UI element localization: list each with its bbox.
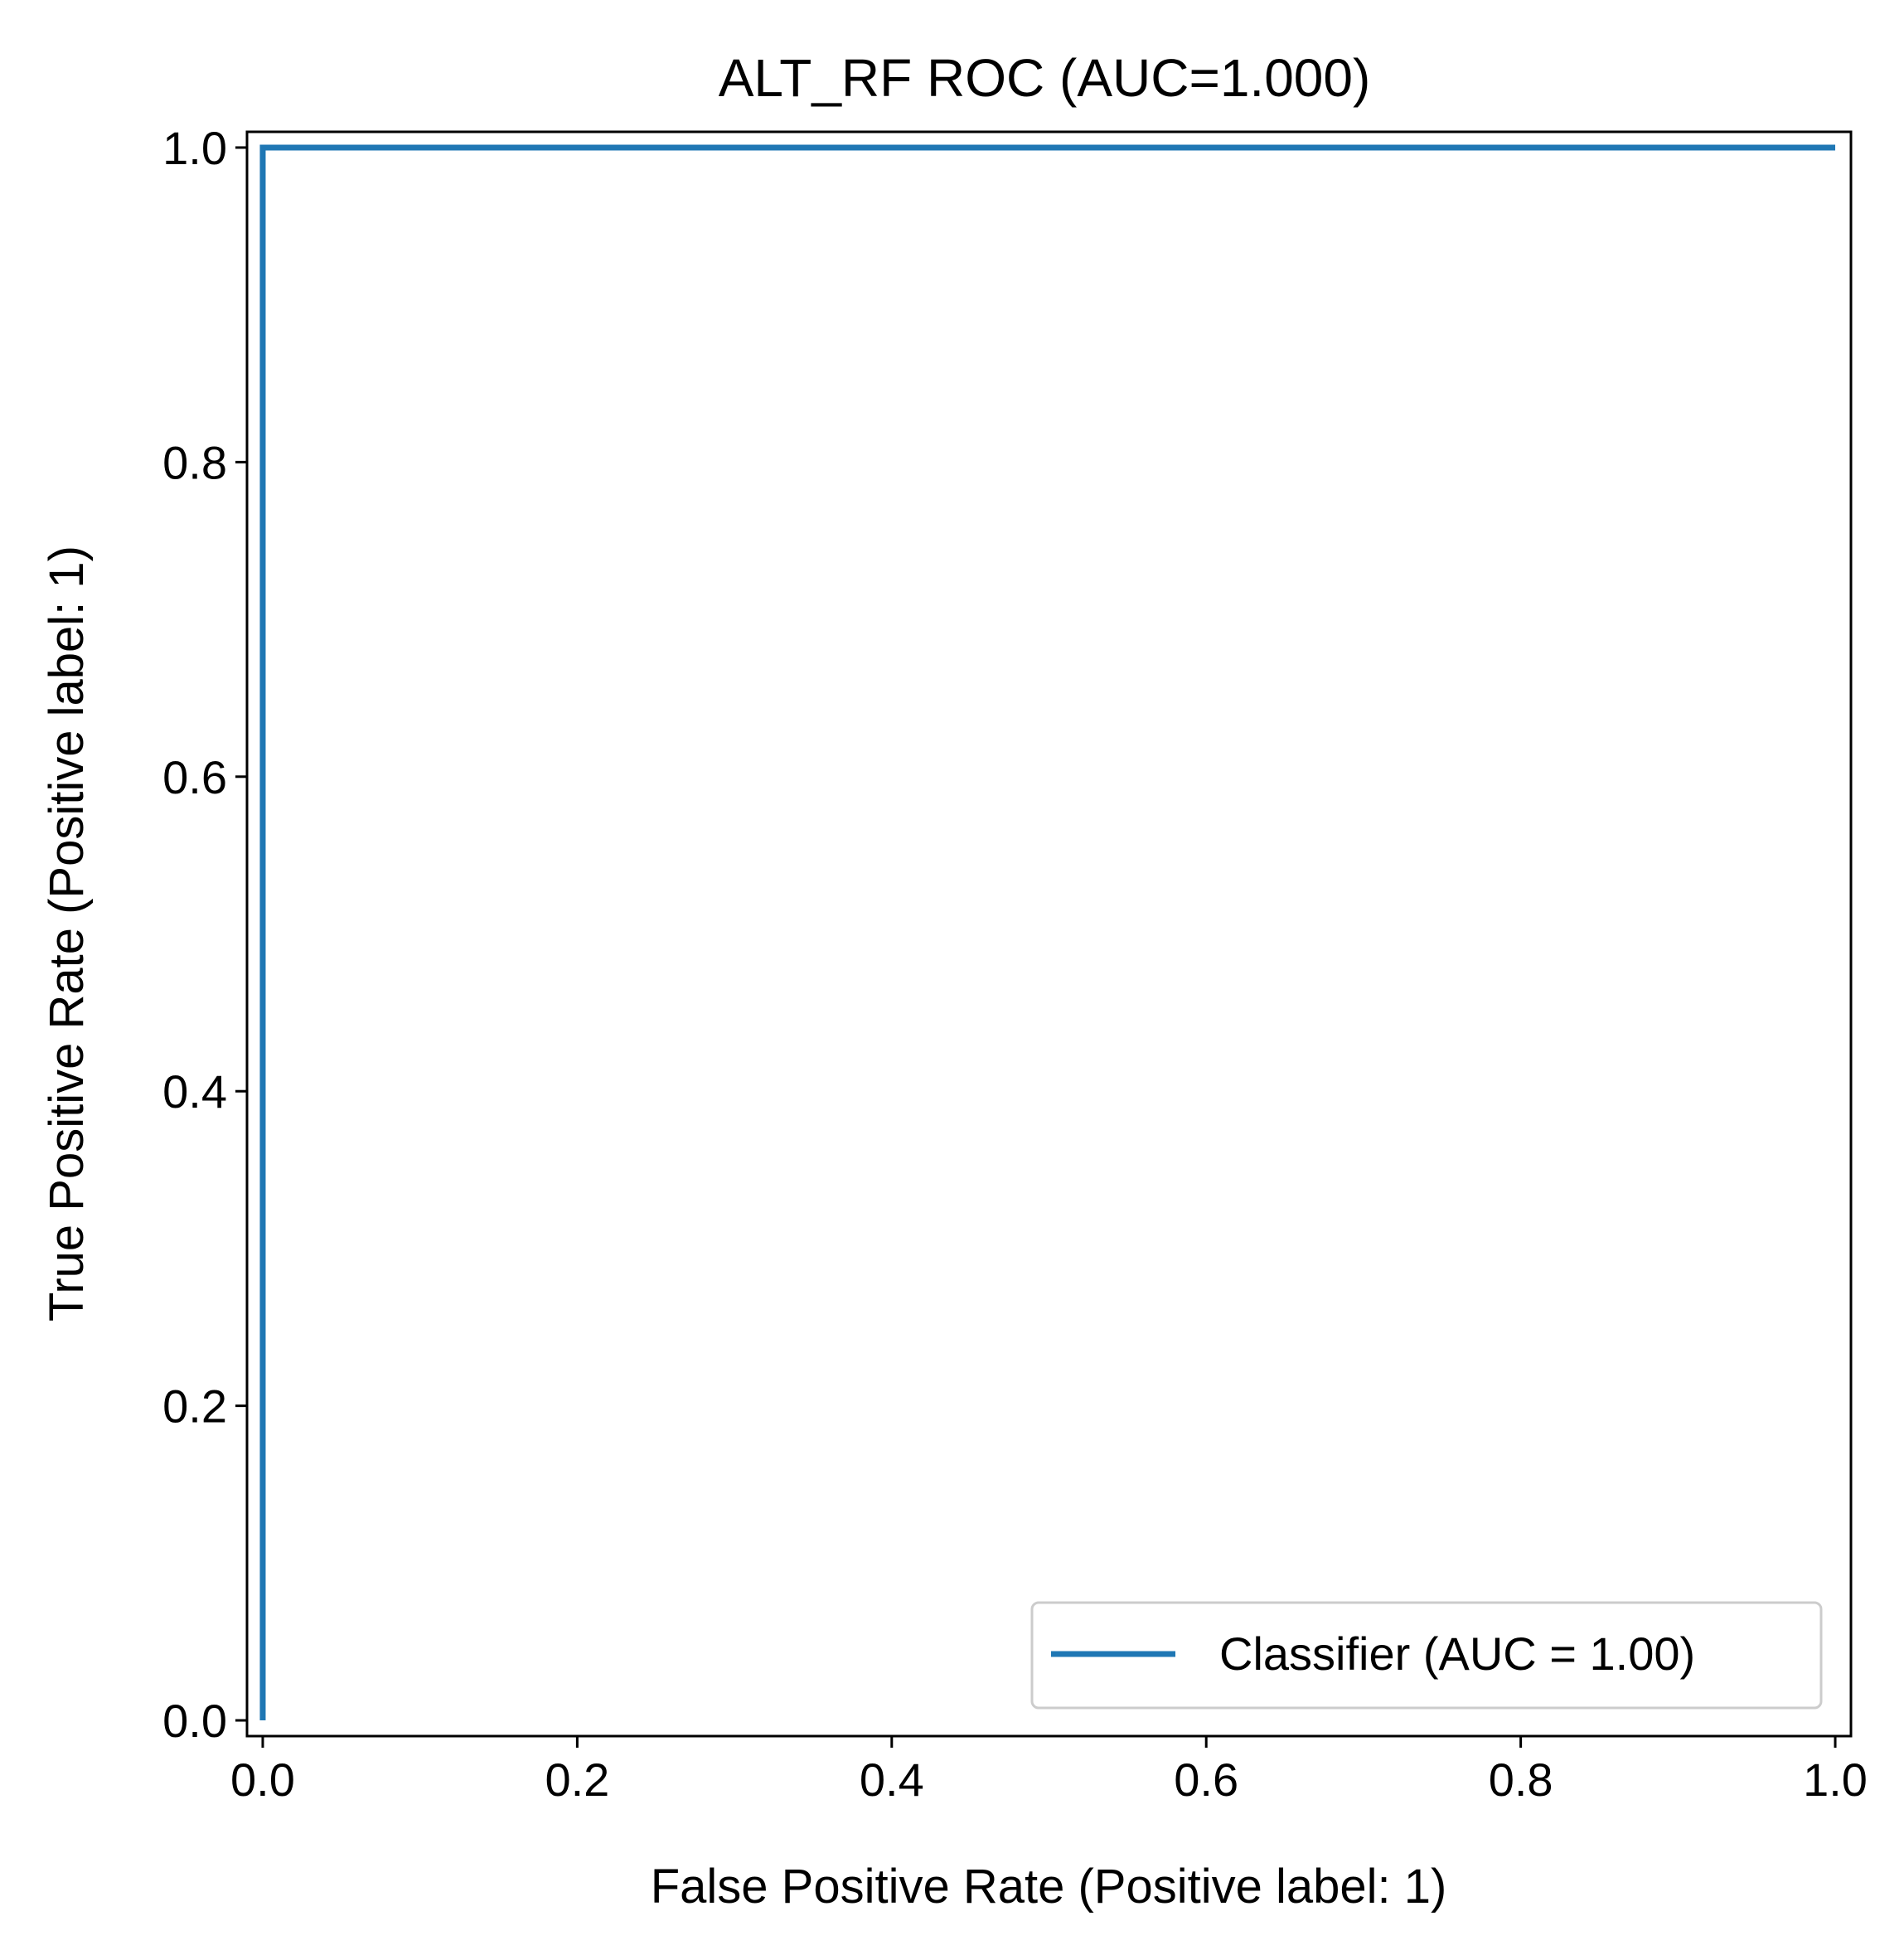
x-tick-label: 0.4 [860,1754,924,1806]
roc-curve-line [259,144,1836,1721]
y-tick-label: 0.6 [162,751,227,803]
y-tick-label: 0.8 [162,436,227,488]
legend: Classifier (AUC = 1.00) [1030,1601,1823,1710]
legend-label-classifier: Classifier (AUC = 1.00) [1219,1627,1695,1680]
y-tick-label: 1.0 [162,122,227,174]
x-tick-label: 0.0 [230,1754,295,1806]
x-tick-label: 1.0 [1803,1754,1868,1806]
y-tick-label: 0.0 [162,1695,227,1747]
x-tick-label: 0.6 [1174,1754,1238,1806]
x-tick-label: 0.8 [1489,1754,1553,1806]
x-tick-label: 0.2 [545,1754,609,1806]
chart-title: ALT_RF ROC (AUC=1.000) [719,48,1371,108]
axis-ticks: 0.0 0.2 0.4 0.6 0.8 1.0 0.0 0.2 0.4 0.6 0.8 1.0 [162,122,1868,1806]
legend-box [1030,1601,1823,1710]
x-axis-label: False Positive Rate (Positive label: 1) [651,1860,1447,1914]
plot-area-frame [245,130,1853,1738]
series-layer [259,144,1836,1721]
y-tick-label: 0.4 [162,1065,227,1118]
y-tick-label: 0.2 [162,1380,227,1433]
y-axis-label: True Positive Rate (Positive label: 1) [40,546,94,1322]
